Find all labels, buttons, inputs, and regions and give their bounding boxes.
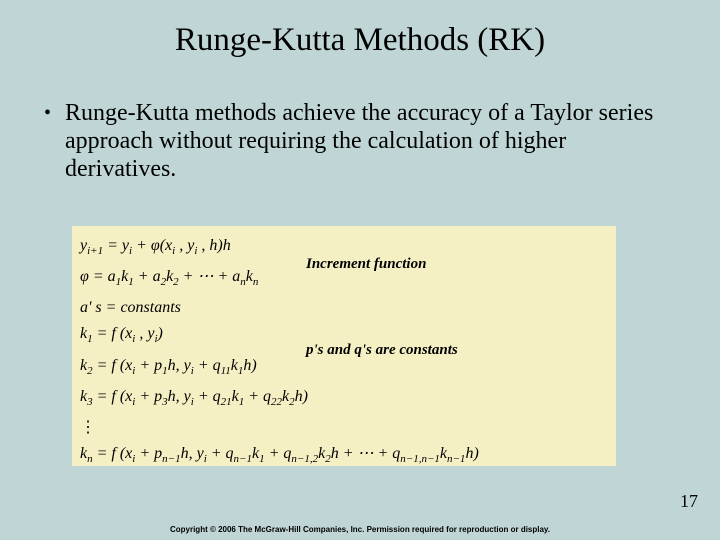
slide: Runge-Kutta Methods (RK) • Runge-Kutta m… (0, 0, 720, 540)
equation-5: k2 = f (xi + p1h, yi + q11k1h) (80, 356, 608, 381)
equation-ellipsis: ⋮ (80, 418, 608, 438)
copyright-text: Copyright © 2006 The McGraw-Hill Compani… (0, 525, 720, 534)
equation-3: a' s = constants (80, 298, 608, 318)
body-area: • Runge-Kutta methods achieve the accura… (0, 69, 720, 183)
bullet-item: • Runge-Kutta methods achieve the accura… (50, 99, 670, 183)
formula-box: yi+1 = yi + φ(xi , yi , h)h φ = a1k1 + a… (72, 226, 616, 466)
annotation-pq-constants: p's and q's are constants (306, 342, 458, 359)
equation-8: kn = f (xi + pn−1h, yi + qn−1k1 + qn−1,2… (80, 444, 608, 469)
slide-title: Runge-Kutta Methods (RK) (0, 0, 720, 69)
annotation-increment-function: Increment function (306, 256, 426, 273)
page-number: 17 (680, 491, 698, 512)
bullet-marker: • (44, 99, 51, 127)
equation-6: k3 = f (xi + p3h, yi + q21k1 + q22k2h) (80, 387, 608, 412)
bullet-text: Runge-Kutta methods achieve the accuracy… (65, 99, 670, 183)
